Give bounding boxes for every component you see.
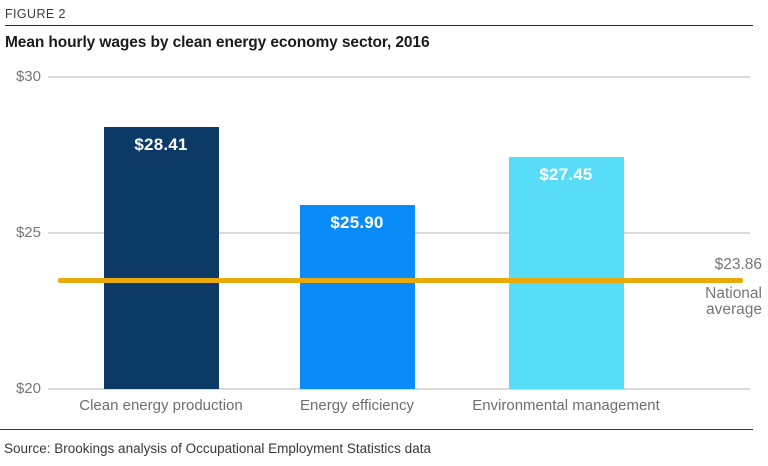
gridline-20: [48, 388, 750, 390]
bar-value-label: $25.90: [330, 212, 384, 232]
bar-environmental-management: $27.45: [508, 156, 624, 389]
national-average-caption: National average: [705, 285, 762, 318]
header-divider: [5, 25, 753, 26]
national-average-line: [58, 278, 743, 283]
footer-divider: [0, 429, 753, 430]
x-axis-category-label: Energy efficiency: [300, 397, 414, 414]
gridline-30: [48, 76, 750, 78]
bar-value-label: $28.41: [134, 134, 188, 154]
national-average-value: $23.86: [714, 256, 762, 273]
bar-energy-efficiency: $25.90: [299, 204, 415, 389]
x-axis-category-label: Environmental management: [472, 397, 660, 414]
figure-label: FIGURE 2: [5, 7, 66, 21]
bar-clean-energy-production: $28.41: [103, 126, 219, 389]
chart-title: Mean hourly wages by clean energy econom…: [5, 34, 430, 51]
x-axis-category-label: Clean energy production: [79, 397, 243, 414]
bar-value-label: $27.45: [539, 164, 593, 184]
source-note: Source: Brookings analysis of Occupation…: [4, 441, 431, 456]
y-axis-tick-label: $25: [15, 224, 41, 241]
y-axis-tick-label: $20: [15, 380, 41, 397]
y-axis-tick-label: $30: [15, 68, 41, 85]
